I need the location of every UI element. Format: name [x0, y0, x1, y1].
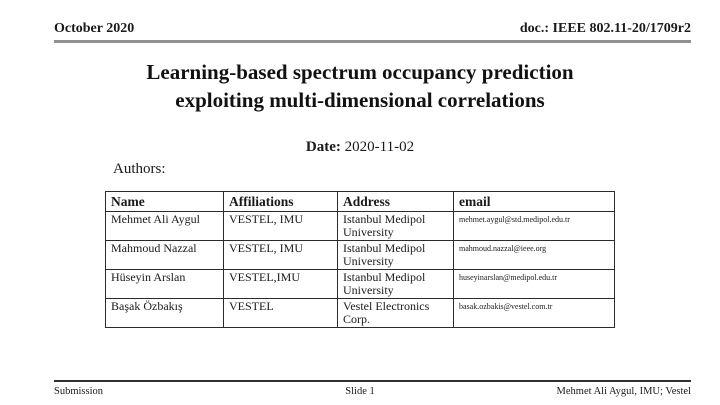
cell-address: Istanbul Medipol University: [337, 211, 454, 241]
footer-author: Mehmet Ali Aygul, IMU; Vestel: [556, 386, 691, 397]
header-doc-number: doc.: IEEE 802.11-20/1709r2: [519, 21, 691, 36]
cell-address: Istanbul Medipol University: [337, 269, 454, 299]
slide-header: October 2020 doc.: IEEE 802.11-20/1709r2: [54, 21, 691, 43]
date-label: Date:: [305, 139, 341, 155]
table-row: Mehmet Ali Aygul VESTEL, IMU Istanbul Me…: [105, 211, 615, 241]
page-title-line2: exploiting multi-dimensional correlation…: [175, 88, 545, 112]
cell-email: mahmoud.nazzal@ieee.org: [453, 240, 615, 270]
page-title: Learning-based spectrum occupancy predic…: [0, 58, 720, 114]
footer-slide-number: Slide 1: [345, 386, 375, 397]
table-header-row: Name Affiliations Address email: [105, 191, 615, 212]
cell-name: Mahmoud Nazzal: [105, 240, 224, 270]
cell-name: Hüseyin Arslan: [105, 269, 224, 299]
table-row: Hüseyin Arslan VESTEL,IMU Istanbul Medip…: [105, 269, 615, 299]
date-line: Date: 2020-11-02: [0, 139, 720, 156]
col-header-email: email: [453, 191, 615, 212]
page-title-line1: Learning-based spectrum occupancy predic…: [146, 60, 574, 84]
table-row: Mahmoud Nazzal VESTEL, IMU Istanbul Medi…: [105, 240, 615, 270]
cell-address: Istanbul Medipol University: [337, 240, 454, 270]
cell-email: basak.ozbakis@vestel.com.tr: [453, 298, 615, 328]
col-header-address: Address: [337, 191, 454, 212]
cell-email: mehmet.aygul@std.medipol.edu.tr: [453, 211, 615, 241]
authors-table: Name Affiliations Address email Mehmet A…: [105, 191, 615, 328]
table-row: Başak Özbakış VESTEL Vestel Electronics …: [105, 298, 615, 328]
header-month-year: October 2020: [54, 21, 135, 36]
cell-affiliations: VESTEL,IMU: [223, 269, 338, 299]
cell-name: Mehmet Ali Aygul: [105, 211, 224, 241]
date-value: 2020-11-02: [344, 139, 415, 155]
col-header-affiliations: Affiliations: [223, 191, 338, 212]
authors-label: Authors:: [113, 161, 166, 177]
cell-address: Vestel Electronics Corp.: [337, 298, 454, 328]
cell-affiliations: VESTEL, IMU: [223, 240, 338, 270]
footer-submission: Submission: [54, 386, 104, 397]
cell-name: Başak Özbakış: [105, 298, 224, 328]
cell-affiliations: VESTEL, IMU: [223, 211, 338, 241]
slide-footer: Submission Slide 1 Mehmet Ali Aygul, IMU…: [54, 380, 691, 397]
cell-email: huseyinarslan@medipol.edu.tr: [453, 269, 615, 299]
cell-affiliations: VESTEL: [223, 298, 338, 328]
col-header-name: Name: [105, 191, 224, 212]
